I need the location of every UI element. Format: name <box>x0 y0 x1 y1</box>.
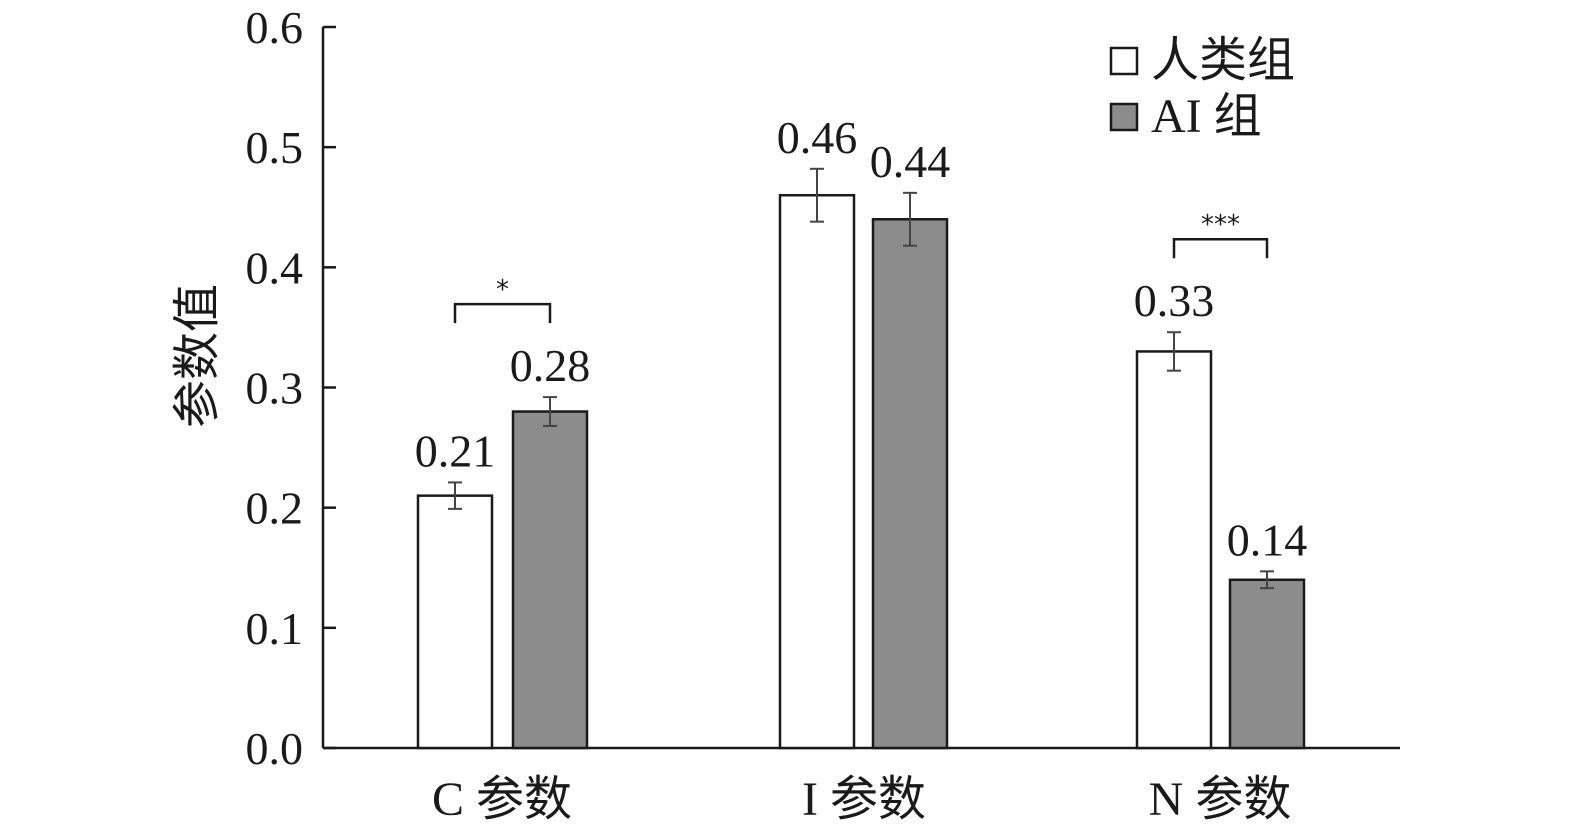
data-label: 0.14 <box>1227 514 1308 565</box>
legend-swatch <box>1109 102 1139 132</box>
bar <box>416 494 494 750</box>
y-tick-label: 0.5 <box>246 122 304 173</box>
data-label: 0.46 <box>777 112 858 163</box>
legend-swatch <box>1109 46 1139 76</box>
y-tick-label: 0.0 <box>246 723 304 774</box>
x-category-label: C 参数 <box>432 773 572 826</box>
legend-label: AI 组 <box>1151 90 1262 143</box>
bars <box>416 167 1306 750</box>
bar <box>511 410 589 750</box>
y-tick-label: 0.3 <box>246 363 304 414</box>
bar <box>871 218 949 750</box>
data-label: 0.28 <box>510 340 591 391</box>
value-labels: 0.21 0.46 0.33 0.28 0.44 0.14 <box>415 112 1308 566</box>
bar <box>778 193 856 750</box>
legend-label: 人类组 <box>1151 34 1295 87</box>
significance-bracket <box>1172 237 1269 259</box>
x-category-label: I 参数 <box>802 773 926 826</box>
x-category-label: N 参数 <box>1149 773 1292 826</box>
significance-label: *** <box>1201 210 1240 240</box>
bar <box>1228 578 1306 750</box>
y-tick-label: 0.4 <box>246 242 304 293</box>
axes: 0.0 0.1 0.2 0.3 0.4 0.5 0.6 参数值 C 参数 I 参数 N 参数 <box>171 2 1400 826</box>
significance-bracket <box>453 302 552 324</box>
significance-label: * <box>496 275 509 305</box>
y-tick-label: 0.6 <box>246 2 304 53</box>
data-label: 0.21 <box>415 425 496 476</box>
y-tick-label: 0.2 <box>246 483 304 534</box>
bar <box>1135 350 1213 750</box>
data-label: 0.44 <box>870 136 951 187</box>
y-tick-label: 0.1 <box>246 603 304 654</box>
data-label: 0.33 <box>1134 275 1215 326</box>
y-axis-label: 参数值 <box>171 284 224 428</box>
significance-brackets: **** <box>453 210 1269 324</box>
